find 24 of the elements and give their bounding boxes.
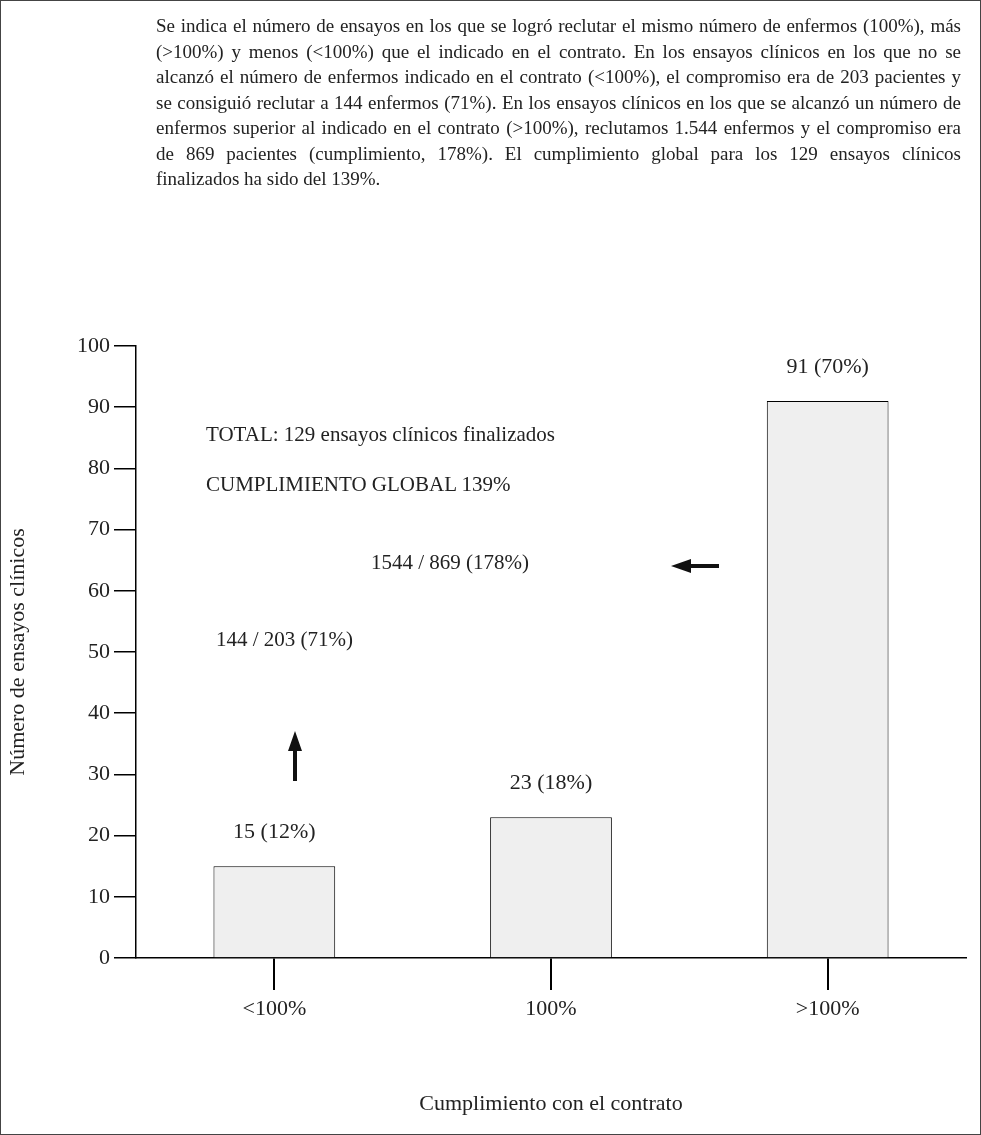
y-tick-label: 60 xyxy=(88,576,110,602)
data-label: 91 (70%) xyxy=(786,353,869,379)
annotation: TOTAL: 129 ensayos clínicos finalizados xyxy=(206,422,556,446)
y-tick-label: 10 xyxy=(88,882,110,908)
y-tick-label: 40 xyxy=(88,698,110,724)
x-axis-title: Cumplimiento con el contrato xyxy=(419,1089,683,1115)
data-label: 15 (12%) xyxy=(233,818,316,844)
annotation: 1544 / 869 (178%) xyxy=(371,550,530,574)
y-tick-label: 80 xyxy=(88,454,110,480)
x-tick-label: 100% xyxy=(525,994,577,1020)
y-tick-label: 20 xyxy=(88,821,110,847)
y-tick-label: 30 xyxy=(88,760,110,786)
annotation: CUMPLIMIENTO GLOBAL 139% xyxy=(206,472,511,496)
y-tick-label: 50 xyxy=(88,637,110,663)
x-tick-label: <100% xyxy=(242,994,307,1020)
chart-title: Se indica el número de ensayos en los que se logró reclutar el mismo número de enfermos (100%), más (>100%) y menos (<100%) que el indicado en el contrato. En los ensayos clínicos en los que no se alcanzó el número de enfermos indicado en el contrato (<100%), el compromiso era de 203 pacientes y se consiguió reclutar a 144 enfermos (71%). En los ensayos clínicos en los que se alcanzó un número de enfermos superior al indicado en el contrato (>100%), reclutamos 1.544 enfermos y el compromiso era de 869 pacientes (cumplimiento, 178%). El cumplimiento global para los 129 ensayos clínicos finalizados ha sido del 139%. xyxy=(156,14,961,191)
y-tick-label: 90 xyxy=(88,392,110,418)
data-label: 23 (18%) xyxy=(509,769,593,795)
y-tick-label: 70 xyxy=(88,515,110,541)
annotation: 144 / 203 (71%) xyxy=(216,627,354,651)
y-axis-title: Número de ensayos clínicos xyxy=(3,528,29,776)
y-tick-label: 0 xyxy=(99,943,110,969)
y-tick-label: 100 xyxy=(77,331,110,357)
x-tick-label: >100% xyxy=(795,994,860,1020)
